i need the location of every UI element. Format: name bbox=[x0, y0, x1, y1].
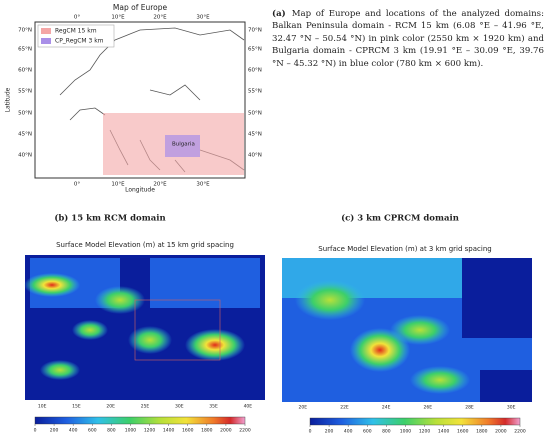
domain-label: Bulgaria bbox=[172, 142, 195, 148]
lon-label: 10E bbox=[38, 404, 47, 410]
colorbar-tick-label: 800 bbox=[107, 428, 116, 434]
lon-label: 0° bbox=[74, 182, 80, 188]
lat-label: 50°N bbox=[18, 111, 32, 117]
colorbar-tick-label: 600 bbox=[88, 428, 97, 434]
colorbar-tick-label: 2000 bbox=[220, 428, 232, 434]
lon-label: 30°E bbox=[196, 182, 210, 188]
colorbar-tick-label: 1600 bbox=[182, 428, 194, 434]
lon-label: 20°E bbox=[153, 182, 167, 188]
y-axis-label: Latitude bbox=[5, 87, 12, 112]
lon-label: 15E bbox=[72, 404, 81, 410]
lat-label: 50°N bbox=[248, 111, 262, 117]
lon-label: 10°E bbox=[111, 182, 125, 188]
caption: (a) Map of Europe and locations of the an… bbox=[272, 8, 544, 70]
lon-label: 24E bbox=[382, 405, 391, 411]
lat-label: 65°N bbox=[18, 47, 32, 53]
colorbar-tick-label: 1400 bbox=[438, 429, 450, 435]
lon-label: 22E bbox=[340, 405, 349, 411]
lat-label: 70°N bbox=[248, 28, 262, 34]
sea bbox=[480, 370, 532, 402]
colorbar-tick-label: 0 bbox=[309, 429, 312, 435]
highland bbox=[295, 280, 365, 320]
colorbar-tick-label: 2200 bbox=[514, 429, 526, 435]
lon-label: 0° bbox=[74, 15, 80, 21]
panel-label: (b) 15 km RCM domain bbox=[54, 213, 165, 224]
colorbar-tick-label: 400 bbox=[69, 428, 78, 434]
lat-label: 70°N bbox=[18, 28, 32, 34]
colorbar-tick-label: 1200 bbox=[419, 429, 431, 435]
lat-label: 55°N bbox=[248, 89, 262, 95]
lat-label: 60°N bbox=[248, 68, 262, 74]
lon-label: 30E bbox=[175, 404, 184, 410]
legend-label: CP_RegCM 3 km bbox=[55, 38, 104, 45]
lon-label: 10°E bbox=[111, 15, 125, 21]
land bbox=[150, 258, 260, 308]
colorbar-tick-label: 1000 bbox=[400, 429, 412, 435]
lon-label: 26E bbox=[424, 405, 433, 411]
colorbar bbox=[34, 416, 246, 425]
lon-label: 30°E bbox=[196, 15, 210, 21]
lon-label: 20°E bbox=[153, 15, 167, 21]
x-axis-label: Longitude bbox=[125, 187, 155, 194]
lat-label: 40°N bbox=[18, 153, 32, 159]
highland bbox=[410, 366, 470, 394]
highland bbox=[128, 326, 172, 354]
lon-label: 35E bbox=[209, 404, 218, 410]
legend-swatch bbox=[41, 38, 51, 44]
colorbar-tick-label: 1000 bbox=[125, 428, 137, 434]
lon-label: 30E bbox=[507, 405, 516, 411]
lon-label: 20E bbox=[106, 404, 115, 410]
highland bbox=[72, 320, 108, 340]
colorbar-tick-label: 1600 bbox=[457, 429, 469, 435]
colorbar bbox=[309, 417, 521, 426]
map-title: Surface Model Elevation (m) at 15 km gri… bbox=[56, 241, 234, 249]
legend-swatch bbox=[41, 28, 51, 34]
anatolia bbox=[185, 329, 245, 361]
lon-label: 20E bbox=[299, 405, 308, 411]
cprcm-domain bbox=[165, 135, 200, 157]
sea bbox=[462, 258, 532, 338]
domain-box bbox=[134, 299, 221, 361]
colorbar-tick-label: 1400 bbox=[163, 428, 175, 434]
caption-text: Map of Europe and locations of the analy… bbox=[272, 9, 544, 69]
legend-label: RegCM 15 km bbox=[55, 28, 97, 35]
highland bbox=[95, 286, 145, 314]
colorbar-tick-label: 1200 bbox=[144, 428, 156, 434]
colorbar-tick-label: 1800 bbox=[476, 429, 488, 435]
colorbar-tick-label: 2200 bbox=[239, 428, 251, 434]
colorbar-tick-label: 200 bbox=[50, 428, 59, 434]
lon-label: 25E bbox=[141, 404, 150, 410]
lat-label: 40°N bbox=[248, 153, 262, 159]
lat-label: 60°N bbox=[18, 68, 32, 74]
caption-label: (a) bbox=[272, 9, 286, 19]
highland bbox=[40, 360, 80, 380]
colorbar-tick-label: 2000 bbox=[495, 429, 507, 435]
legend bbox=[37, 24, 115, 48]
colorbar-tick-label: 600 bbox=[363, 429, 372, 435]
colorbar-tick-label: 400 bbox=[344, 429, 353, 435]
lon-label: 28E bbox=[465, 405, 474, 411]
lat-label: 65°N bbox=[248, 47, 262, 53]
colorbar-tick-label: 0 bbox=[34, 428, 37, 434]
lon-label: 40E bbox=[244, 404, 253, 410]
colorbar-tick-label: 200 bbox=[325, 429, 334, 435]
rila bbox=[350, 328, 410, 372]
alps bbox=[24, 273, 80, 297]
lat-label: 45°N bbox=[248, 132, 262, 138]
map-title: Surface Model Elevation (m) at 3 km grid… bbox=[318, 245, 491, 253]
lat-label: 45°N bbox=[18, 132, 32, 138]
panel-label: (c) 3 km CPRCM domain bbox=[341, 213, 459, 224]
balkan-mts bbox=[390, 315, 450, 345]
lat-label: 55°N bbox=[18, 89, 32, 95]
colorbar-tick-label: 1800 bbox=[201, 428, 213, 434]
colorbar-tick-label: 800 bbox=[382, 429, 391, 435]
map-title: Map of Europe bbox=[113, 3, 168, 12]
